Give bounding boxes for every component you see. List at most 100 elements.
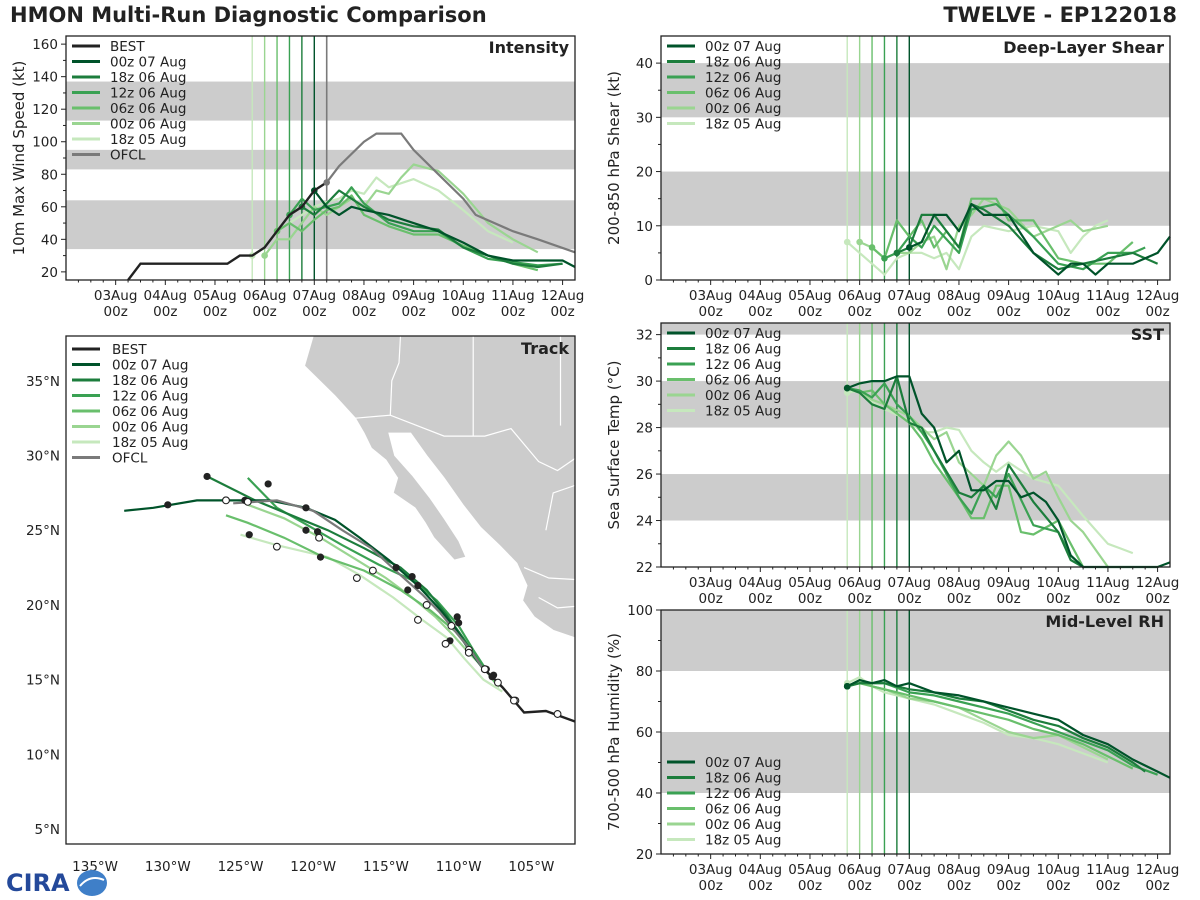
x-tick-label: 11Aug bbox=[491, 288, 535, 304]
x-tick-sublabel: 00z bbox=[1096, 304, 1120, 320]
plot-frame bbox=[660, 35, 1171, 281]
x-tick-label: 03Aug bbox=[689, 288, 733, 304]
legend-label: 18z 06 Aug bbox=[705, 342, 781, 358]
best-line bbox=[127, 181, 328, 281]
track-marker bbox=[408, 572, 416, 581]
legend-label: 18z 06 Aug bbox=[112, 373, 188, 389]
track-marker bbox=[392, 563, 400, 572]
y-tick-label: 40 bbox=[41, 232, 58, 248]
y-tick-label: 40 bbox=[636, 786, 653, 802]
series-init-point bbox=[843, 384, 851, 392]
x-tick-sublabel: 00z bbox=[996, 878, 1020, 894]
x-tick-label: 09Aug bbox=[987, 575, 1031, 591]
track-marker bbox=[164, 501, 172, 509]
panel-title: Deep-Layer Shear bbox=[1003, 38, 1164, 57]
x-tick-sublabel: 00z bbox=[1145, 878, 1169, 894]
legend-label: 00z 07 Aug bbox=[110, 55, 186, 71]
series-line-1 bbox=[846, 375, 1084, 568]
x-tick-sublabel: 00z bbox=[203, 304, 227, 320]
series-line-1 bbox=[896, 203, 1159, 271]
track-marker bbox=[316, 553, 325, 561]
x-tick-label: 06Aug bbox=[243, 288, 287, 304]
lon-label: 135°W bbox=[72, 859, 118, 875]
intensity-band bbox=[661, 171, 1170, 226]
border-line bbox=[545, 484, 575, 531]
x-tick-sublabel: 00z bbox=[1046, 591, 1070, 607]
y-axis-label: 10m Max Wind Speed (kt) bbox=[10, 61, 28, 256]
intensity-band bbox=[661, 381, 1170, 428]
x-tick-sublabel: 00z bbox=[848, 304, 872, 320]
x-tick-sublabel: 00z bbox=[897, 591, 921, 607]
ofcl-line bbox=[325, 132, 576, 254]
legend-label: 18z 05 Aug bbox=[705, 117, 781, 133]
y-tick-label: 80 bbox=[41, 167, 58, 183]
y-tick-label: 160 bbox=[32, 37, 58, 53]
track-line-4 bbox=[247, 503, 501, 688]
plot-frame bbox=[660, 322, 1171, 568]
legend-label: BEST bbox=[112, 342, 147, 358]
y-tick-label: 20 bbox=[636, 847, 653, 863]
track-marker-open bbox=[447, 621, 456, 630]
x-tick-label: 04Aug bbox=[144, 288, 188, 304]
y-tick-label: 26 bbox=[636, 467, 653, 483]
x-tick-sublabel: 00z bbox=[897, 878, 921, 894]
legend-label: 06z 06 Aug bbox=[705, 373, 781, 389]
lat-label: 20°N bbox=[26, 598, 60, 614]
legend-label: 18z 05 Aug bbox=[112, 435, 188, 451]
x-tick-label: 09Aug bbox=[987, 288, 1031, 304]
lon-label: 125°W bbox=[218, 859, 264, 875]
series-init-point bbox=[881, 255, 888, 262]
lat-label: 35°N bbox=[26, 374, 60, 390]
series-line-1 bbox=[301, 189, 563, 269]
track-line-5 bbox=[240, 533, 503, 693]
track-marker-open bbox=[464, 648, 473, 657]
x-tick-label: 09Aug bbox=[392, 288, 436, 304]
x-tick-label: 07Aug bbox=[293, 288, 337, 304]
track-marker bbox=[264, 480, 272, 488]
legend-label: 12z 06 Aug bbox=[705, 357, 781, 373]
lon-label: 110°W bbox=[436, 859, 482, 875]
y-tick-label: 80 bbox=[636, 664, 653, 680]
border-line bbox=[538, 596, 575, 609]
x-tick-sublabel: 00z bbox=[1046, 304, 1070, 320]
track-marker bbox=[404, 586, 412, 594]
y-tick-label: 100 bbox=[32, 135, 58, 151]
x-tick-label: 12Aug bbox=[1136, 862, 1180, 878]
legend-label: 18z 05 Aug bbox=[705, 404, 781, 420]
x-tick-label: 12Aug bbox=[541, 288, 585, 304]
track-marker-open bbox=[441, 639, 450, 648]
intensity-band bbox=[661, 474, 1170, 521]
panel-title: Track bbox=[521, 339, 569, 358]
x-tick-sublabel: 00z bbox=[748, 878, 772, 894]
border-line bbox=[355, 414, 575, 472]
x-tick-sublabel: 00z bbox=[947, 878, 971, 894]
legend-label: 00z 07 Aug bbox=[705, 326, 781, 342]
land-polygon bbox=[303, 336, 575, 639]
x-tick-label: 08Aug bbox=[937, 288, 981, 304]
series-line-2 bbox=[846, 382, 1084, 568]
panel-rh: 2040608010003Aug00z04Aug00z05Aug00z06Aug… bbox=[605, 603, 1179, 894]
y-tick-label: 120 bbox=[32, 102, 58, 118]
best-end-point bbox=[323, 179, 331, 186]
x-tick-label: 09Aug bbox=[987, 862, 1031, 878]
series-line-0 bbox=[846, 375, 1171, 569]
y-tick-label: 28 bbox=[636, 421, 653, 437]
x-tick-label: 08Aug bbox=[937, 575, 981, 591]
series-line-0 bbox=[313, 189, 576, 268]
x-tick-label: 11Aug bbox=[1086, 288, 1130, 304]
x-tick-label: 11Aug bbox=[1086, 862, 1130, 878]
x-tick-sublabel: 00z bbox=[153, 304, 177, 320]
x-tick-sublabel: 00z bbox=[104, 304, 128, 320]
x-tick-sublabel: 00z bbox=[1046, 878, 1070, 894]
series-init-point bbox=[893, 249, 901, 257]
y-axis-label: 200-850 hPa Shear (kt) bbox=[605, 71, 623, 245]
best-marker-open bbox=[493, 678, 502, 687]
legend-label: 18z 05 Aug bbox=[705, 833, 781, 849]
track-marker-open bbox=[272, 542, 281, 551]
y-tick-label: 10 bbox=[636, 219, 653, 235]
y-tick-label: 24 bbox=[636, 514, 653, 530]
x-tick-sublabel: 00z bbox=[1096, 591, 1120, 607]
x-tick-sublabel: 00z bbox=[1145, 591, 1169, 607]
x-tick-sublabel: 00z bbox=[947, 591, 971, 607]
